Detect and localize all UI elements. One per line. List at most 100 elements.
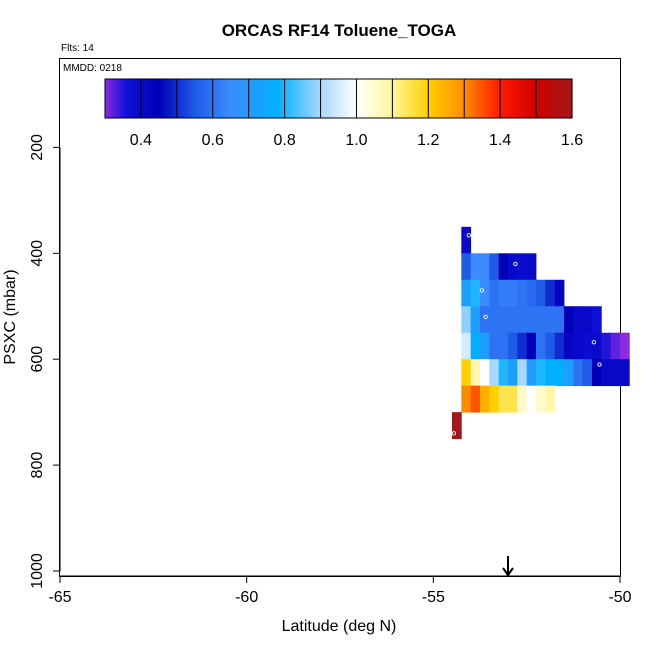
colorbar-segment: [320, 79, 325, 118]
colorbar-segment: [499, 79, 503, 118]
heatmap-cell: [489, 359, 500, 387]
heatmap-cell: [470, 332, 481, 360]
colorbar-segment: [364, 79, 369, 118]
colorbar-segment: [134, 79, 138, 118]
colorbar-segment: [160, 79, 164, 118]
heatmap-cell: [480, 359, 490, 387]
colorbar-segment: [484, 79, 488, 118]
heatmap-cell: [470, 306, 481, 334]
sample-point: [483, 314, 488, 319]
colorbar-segment: [472, 79, 477, 118]
colorbar-segment: [145, 79, 150, 118]
colorbar-segment: [142, 79, 147, 118]
colorbar-segment: [192, 79, 197, 118]
sample-point: [597, 362, 602, 367]
colorbar-segment: [119, 79, 124, 118]
colorbar-segment: [172, 79, 176, 118]
colorbar-segment: [554, 79, 559, 118]
mmdd-label: MMDD: 0218: [63, 63, 122, 74]
colorbar-tick-label: 1.0: [345, 132, 367, 149]
heatmap-cell: [517, 359, 528, 387]
heatmap-cell: [592, 306, 602, 334]
colorbar-segment: [358, 79, 363, 118]
heatmap-cell: [461, 385, 472, 413]
colorbar-segment: [373, 79, 378, 118]
colorbar-segment: [443, 79, 448, 118]
colorbar-segment: [107, 79, 112, 118]
colorbar-segment: [569, 79, 573, 118]
colorbar-segment: [434, 79, 439, 118]
colorbar-segment: [105, 79, 109, 118]
heatmap-cell: [526, 332, 537, 360]
colorbar-segment: [461, 79, 465, 118]
heatmap-cell: [582, 359, 593, 387]
heatmap-cell: [536, 279, 546, 307]
colorbar-segment: [122, 79, 127, 118]
colorbar-segment: [370, 79, 375, 118]
colorbar-segment: [239, 79, 243, 118]
colorbar-segment: [510, 79, 515, 118]
colorbar-segment: [212, 79, 217, 118]
colorbar-segment: [329, 79, 334, 118]
colorbar-segment: [227, 79, 232, 118]
heatmap-cell: [480, 279, 490, 307]
heatmap-cell: [461, 279, 472, 307]
colorbar-segment: [163, 79, 167, 118]
heatmap-cell: [610, 332, 621, 360]
colorbar-segment: [423, 79, 427, 118]
heatmap-cell: [517, 253, 528, 281]
colorbar-segment: [513, 79, 518, 118]
heatmap-cell: [554, 279, 565, 307]
colorbar-segment: [393, 79, 398, 118]
colorbar-segment: [551, 79, 556, 118]
colorbar-segment: [338, 79, 343, 118]
colorbar-segment: [125, 79, 129, 118]
heatmap-cell: [554, 332, 565, 360]
colorbar-segment: [487, 79, 491, 118]
colorbar-segment: [242, 79, 246, 118]
colorbar-segment: [516, 79, 521, 118]
colorbar-tick-label: 0.8: [273, 132, 295, 149]
colorbar-segment: [408, 79, 413, 118]
colorbar-segment: [151, 79, 156, 118]
y-tick-label: 200: [29, 134, 46, 161]
heatmap-cell: [536, 306, 546, 334]
y-axis-label: PSXC (mbar): [2, 269, 19, 364]
colorbar-segment: [274, 79, 278, 118]
heatmap-cell: [498, 359, 509, 387]
colorbar-segment: [309, 79, 313, 118]
colorbar-segment: [306, 79, 310, 118]
colorbar-tick-label: 1.2: [417, 132, 439, 149]
heatmap-cell: [592, 359, 602, 387]
heatmap-cell: [489, 332, 500, 360]
colorbar-segment: [452, 79, 456, 118]
colorbar-segment: [542, 79, 547, 118]
heatmap-cell: [545, 279, 556, 307]
heatmap-cell: [526, 306, 537, 334]
colorbar-segment: [525, 79, 529, 118]
sample-point: [466, 233, 471, 238]
colorbar-segment: [353, 79, 357, 118]
heatmap-cell: [498, 332, 509, 360]
heatmap-cell: [508, 332, 518, 360]
heatmap-cell: [564, 332, 574, 360]
heatmap-cell: [545, 359, 556, 387]
colorbar-segment: [356, 79, 360, 118]
colorbar-segment: [396, 79, 401, 118]
heatmap-cell: [526, 253, 537, 281]
colorbar-segment: [388, 79, 392, 118]
heatmap-cell: [508, 253, 518, 281]
heatmap-cell: [564, 359, 574, 387]
colorbar-segment: [490, 79, 494, 118]
colorbar-segment: [382, 79, 386, 118]
heatmap-cell: [545, 332, 556, 360]
colorbar-tick-label: 1.4: [489, 132, 511, 149]
colorbar-segment: [189, 79, 194, 118]
heatmap-cell: [536, 359, 546, 387]
colorbar-segment: [116, 79, 121, 118]
colorbar-tick-label: 0.6: [202, 132, 224, 149]
colorbar-segment: [140, 79, 144, 118]
colorbar-segment: [300, 79, 305, 118]
colorbar-segment: [294, 79, 299, 118]
colorbar-segment: [466, 79, 471, 118]
